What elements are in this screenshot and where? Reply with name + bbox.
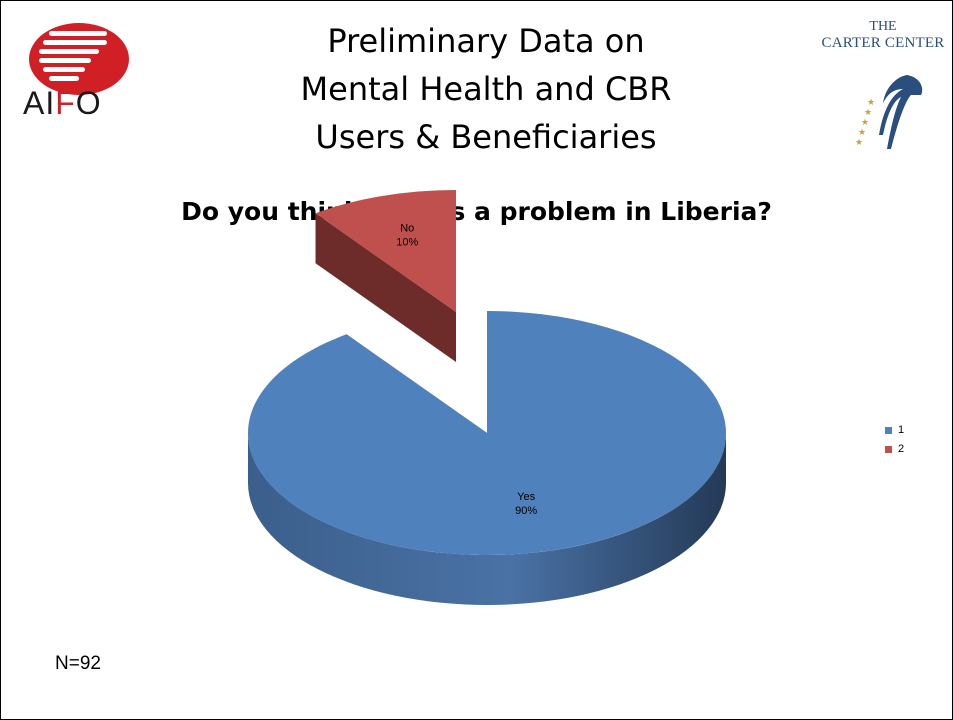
pie-slice-no [315, 190, 456, 312]
slide-title: Preliminary Data on Mental Health and CB… [231, 17, 741, 161]
chart-title: Do you think rape is a problem in Liberi… [181, 197, 772, 226]
aifo-wordmark-o: O [75, 85, 102, 121]
aifo-wordmark: AIFO [23, 87, 143, 119]
pie-label-no-category: No [400, 223, 414, 235]
pie-label-no-percent: 10% [396, 237, 418, 249]
legend-item-1: 1 [885, 422, 904, 441]
aifo-wordmark-ai: AI [23, 85, 56, 121]
sample-size-note: N=92 [55, 653, 101, 674]
pie-slice-yes [247, 311, 727, 556]
carter-center-name: CARTER CENTER [821, 35, 945, 51]
carter-center-logo: THE CARTER CENTER ★ ★ ★ ★ ★ [813, 19, 948, 149]
legend-label-2: 2 [898, 443, 905, 455]
svg-text:★: ★ [864, 108, 872, 118]
pie-label-yes-percent: 90% [515, 505, 537, 517]
slide-title-line-2: Mental Health and CBR [300, 70, 672, 108]
svg-text:★: ★ [867, 98, 875, 108]
legend-swatch-1 [885, 426, 892, 434]
svg-text:★: ★ [858, 128, 866, 138]
legend-item-2: 2 [885, 441, 904, 460]
pie-label-yes-category: Yes [517, 491, 535, 503]
slide-title-line-3: Users & Beneficiaries [315, 118, 657, 156]
svg-text:★: ★ [861, 118, 869, 128]
carter-center-eagle-icon: ★★★ ★★ [855, 75, 923, 149]
aifo-wordmark-f: F [55, 85, 76, 121]
slide-title-line-1: Preliminary Data on [327, 22, 645, 60]
svg-text:★: ★ [855, 138, 863, 148]
aifo-hand-emblem [29, 23, 129, 95]
aifo-logo [19, 19, 137, 131]
pie-slice-no-cut-face [315, 213, 456, 362]
legend-swatch-2 [885, 445, 892, 453]
carter-center-the: THE [869, 19, 897, 34]
legend-label-1: 1 [898, 424, 905, 436]
pie-slice-yes-side [248, 433, 726, 605]
